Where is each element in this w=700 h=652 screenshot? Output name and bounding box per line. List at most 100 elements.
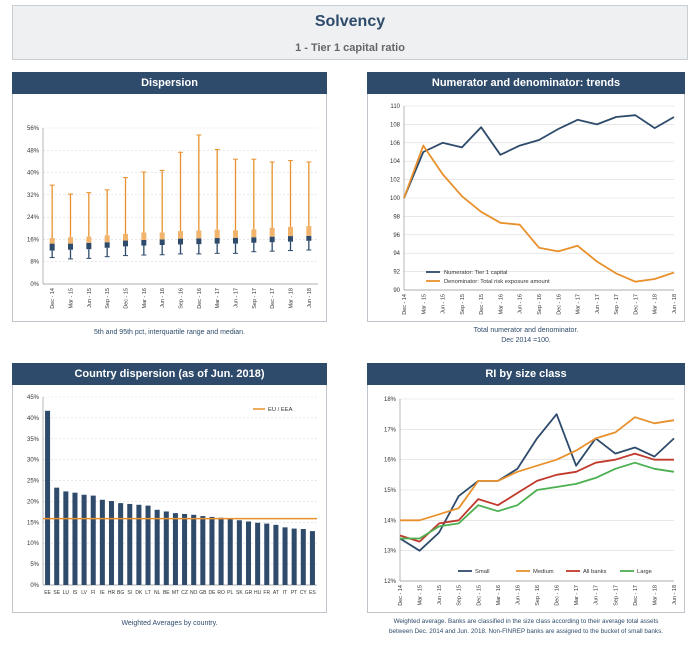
country-bar	[227, 518, 233, 585]
size-legend-label: All banks	[583, 569, 607, 575]
country-x-tick: CZ	[181, 590, 188, 596]
country-x-tick: GB	[199, 590, 207, 596]
size-x-tick: Jun - 17	[594, 585, 600, 605]
dispersion-y-tick: 8%	[30, 260, 39, 266]
country-bar	[90, 495, 96, 585]
trends-x-tick: Dec - 15	[479, 294, 485, 315]
size-legend-label: Large	[637, 569, 652, 575]
trends-y-tick: 94	[393, 251, 400, 257]
dispersion-upper-box	[104, 235, 110, 243]
country-x-tick: FI	[91, 590, 95, 596]
trends-x-tick: Mar - 16	[498, 294, 504, 314]
country-x-tick: ES	[309, 590, 316, 596]
size-x-tick: Mar - 15	[418, 585, 424, 605]
dispersion-caption: 5th and 95th pct, interquartile range an…	[94, 329, 245, 336]
trends-series-line	[403, 114, 675, 199]
trends-x-tick: Sep - 15	[460, 294, 466, 315]
country-bar	[309, 531, 315, 585]
trends-header: Numerator and denominator: trends	[367, 72, 685, 94]
dispersion-upper-box	[233, 230, 238, 238]
country-bar	[200, 516, 206, 585]
trends-y-tick: 102	[390, 178, 401, 184]
size-y-tick: 13%	[384, 549, 397, 555]
trends-series-line	[403, 144, 675, 283]
size-y-tick: 18%	[384, 397, 397, 403]
dispersion-x-tick: Mar - 15	[69, 288, 75, 308]
size-x-tick: Dec - 17	[633, 585, 639, 606]
dispersion-lower-box	[251, 237, 257, 243]
country-x-tick: PT	[291, 590, 297, 596]
country-y-tick: 5%	[30, 562, 39, 568]
size-series-line	[400, 416, 675, 522]
country-y-tick: 40%	[27, 416, 40, 422]
dispersion-y-tick: 40%	[27, 171, 40, 177]
dispersion-x-tick: Dec - 14	[50, 288, 56, 309]
country-y-tick: 30%	[27, 458, 40, 464]
dispersion-y-tick: 56%	[27, 126, 40, 132]
dispersion-upper-box	[68, 237, 73, 244]
dispersion-upper-box	[251, 229, 257, 238]
trends-y-tick: 92	[393, 270, 400, 276]
trends-x-tick: Jun - 17	[595, 294, 601, 314]
country-bar	[273, 524, 279, 585]
dispersion-upper-box	[86, 236, 92, 243]
size-y-tick: 12%	[384, 579, 397, 585]
dispersion-upper-box	[178, 231, 183, 239]
country-bar	[99, 499, 105, 585]
country-bar	[291, 528, 297, 585]
country-bar	[45, 410, 51, 585]
country-bar	[218, 517, 224, 585]
size-x-tick: Mar - 16	[496, 585, 502, 605]
country-bar	[108, 501, 115, 585]
dispersion-x-tick: Jun - 16	[160, 288, 166, 308]
dispersion-upper-box	[214, 229, 220, 239]
country-x-tick: HR	[108, 590, 116, 596]
trends-x-tick: Jun - 16	[518, 294, 524, 314]
trends-x-tick: Mar - 17	[576, 294, 582, 314]
dispersion-upper-box	[269, 227, 275, 237]
trends-panel: Numerator and denominator: trends 90 92 94…	[367, 72, 685, 346]
country-bar	[264, 523, 270, 585]
dispersion-x-tick: Jun - 17	[234, 288, 240, 308]
dispersion-lower-box	[104, 242, 110, 248]
country-x-tick: PL	[227, 590, 233, 596]
country-chart: 0% 5% 10% 15% 20% 25% 30% 35% 40% 45% EE SE LU IS LV FI…	[27, 395, 317, 596]
country-bar	[63, 491, 69, 585]
dispersion-lower-box	[141, 239, 147, 246]
trends-legend-label: Denominator: Total risk exposure amount	[444, 279, 550, 285]
dispersion-upper-box	[159, 232, 165, 240]
dispersion-lower-box	[269, 236, 275, 243]
page-subtitle: 1 - Tier 1 capital ratio	[295, 42, 405, 54]
dispersion-lower-box	[123, 240, 128, 247]
size-legend-label: Small	[475, 569, 490, 575]
trends-x-tick: Mar - 18	[653, 294, 659, 314]
dispersion-lower-box	[159, 239, 165, 245]
country-bar	[154, 509, 160, 585]
dispersion-lower-box	[178, 238, 183, 245]
size-legend-label: Medium	[533, 569, 554, 575]
size-series-line	[400, 461, 675, 540]
trends-x-tick: Jun - 18	[672, 294, 678, 314]
page-header: Solvency 1 - Tier 1 capital ratio	[12, 5, 688, 60]
dispersion-y-tick: 24%	[27, 215, 40, 221]
size-x-tick: Dec - 14	[398, 585, 404, 606]
size-x-tick: Dec - 16	[555, 585, 561, 606]
dispersion-lower-box	[288, 236, 293, 242]
country-x-tick: IS	[73, 590, 78, 596]
country-bar	[72, 492, 78, 585]
size-y-tick: 17%	[384, 427, 397, 433]
size-chart: 12% 13% 14% 15% 16% 17% 18% Dec - 14 Mar - 15 Jun…	[384, 397, 678, 606]
trends-y-tick: 108	[390, 122, 401, 128]
size-x-tick: Jun - 15	[437, 585, 443, 605]
dispersion-x-tick: Sep - 16	[179, 288, 185, 309]
country-bar	[182, 513, 188, 585]
dispersion-lower-box	[214, 238, 220, 244]
country-bar	[118, 503, 124, 585]
country-x-tick: HU	[254, 590, 262, 596]
country-x-tick: SE	[53, 590, 60, 596]
dispersion-lower-box	[233, 237, 238, 244]
dispersion-upper-box	[196, 230, 202, 239]
trends-y-tick: 96	[393, 233, 400, 239]
size-header: RI by size class	[367, 363, 685, 385]
dispersion-chart: 0% 8% 16% 24% 32% 40% 48% 56% Dec - 14 Mar - 15 Ju…	[27, 126, 318, 309]
